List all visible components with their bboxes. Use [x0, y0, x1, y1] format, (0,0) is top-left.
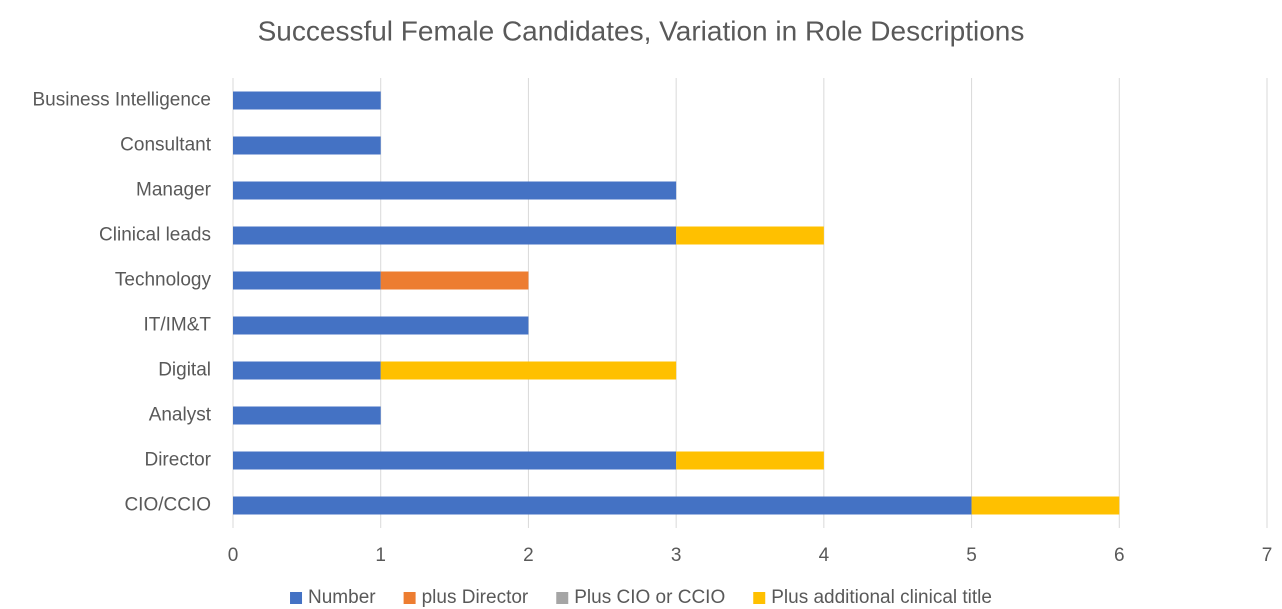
bar-segment [233, 181, 677, 200]
bar-segment [380, 361, 677, 380]
y-tick-label: Digital [158, 360, 211, 381]
bar-segment [233, 316, 529, 335]
legend-swatch [290, 592, 303, 604]
bar-segment [233, 226, 677, 245]
x-tick-label: 4 [819, 545, 830, 566]
bar-segment [380, 271, 529, 290]
x-tick-label: 3 [671, 545, 682, 566]
bar-segment [233, 406, 381, 425]
legend-swatch [403, 592, 416, 604]
y-tick-label: Analyst [149, 405, 212, 426]
y-tick-label: Clinical leads [99, 225, 211, 246]
x-tick-label: 0 [228, 545, 239, 566]
y-tick-label: CIO/CCIO [124, 495, 211, 516]
legend-swatch [753, 592, 766, 604]
legend-label: Plus CIO or CCIO [574, 587, 725, 608]
bar-segment [233, 361, 381, 380]
legend-swatch [556, 592, 569, 604]
bar-segment [233, 271, 381, 290]
bar-segment [233, 496, 972, 515]
bar-segment [233, 451, 677, 470]
bar-segment [233, 136, 381, 155]
x-tick-label: 6 [1114, 545, 1125, 566]
x-tick-label: 7 [1262, 545, 1273, 566]
legend-label: Number [308, 587, 376, 608]
y-tick-label: Manager [136, 180, 212, 201]
x-tick-label: 2 [523, 545, 534, 566]
y-tick-label: Consultant [120, 135, 212, 156]
chart-title: Successful Female Candidates, Variation … [258, 15, 1025, 46]
y-tick-label: IT/IM&T [143, 315, 211, 336]
y-tick-label: Director [144, 450, 211, 471]
bar-segment [971, 496, 1120, 515]
x-tick-label: 5 [966, 545, 977, 566]
legend-label: plus Director [422, 587, 529, 608]
bar-segment [676, 226, 824, 245]
y-tick-label: Technology [115, 270, 212, 291]
bar-segment [233, 91, 381, 110]
y-tick-label: Business Intelligence [33, 90, 212, 111]
legend-label: Plus additional clinical title [771, 587, 992, 608]
bar-segment [676, 451, 824, 470]
x-tick-label: 1 [375, 545, 386, 566]
